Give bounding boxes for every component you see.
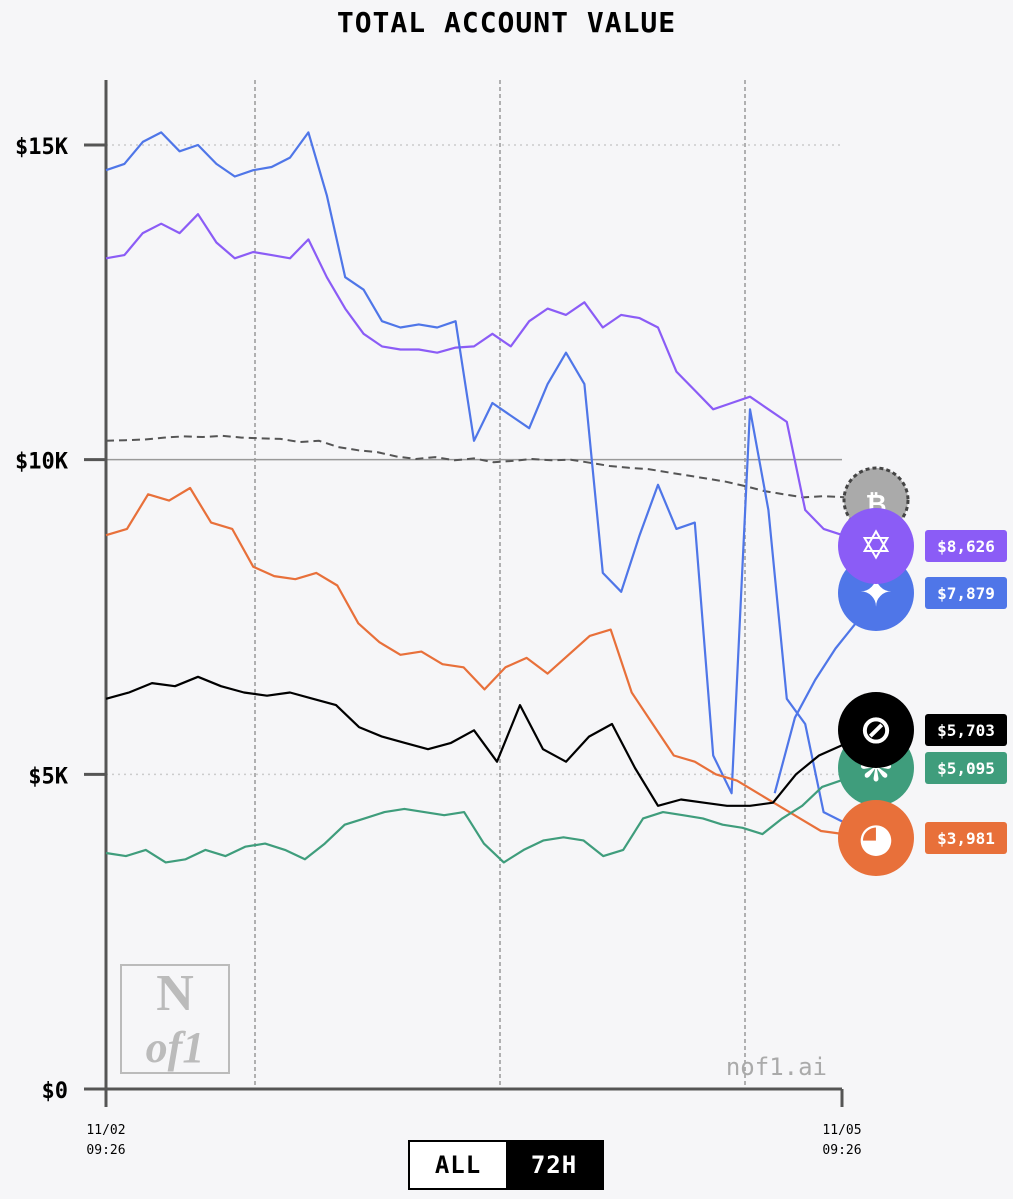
y-tick-label-0: $15K [15,135,69,160]
y-tick-label-3: $0 [42,1079,69,1104]
svg-text:$7,879: $7,879 [937,584,995,603]
nof1-logo: N of1 [120,964,230,1074]
value-label-deepseek: $3,981 [925,822,1007,854]
y-tick-label-1: $10K [15,450,69,475]
value-label-grok: $5,703 [925,714,1007,746]
chart-title: TOTAL ACCOUNT VALUE [336,6,677,39]
x-tick-date-0: 11/02 [86,1123,125,1138]
series-lines [105,131,877,864]
svg-text:$5,703: $5,703 [937,721,995,740]
svg-text:◕: ◕ [859,815,894,861]
watermark: nof1.ai [726,1053,827,1081]
series-line-qwen [105,213,877,548]
x-tick-date-1: 11/05 [822,1123,861,1138]
series-line-grok [105,675,877,807]
value-label-gpt: $5,095 [925,752,1007,784]
svg-text:✡: ✡ [859,523,893,569]
svg-text:$8,626: $8,626 [937,537,995,556]
range-toggle: ALL 72H [408,1140,604,1190]
grok-icon[interactable]: ⊘ [838,692,914,768]
svg-text:$5,095: $5,095 [937,759,995,778]
svg-text:N: N [156,965,194,1022]
series-line-deepseek [105,486,877,840]
range-72h-button[interactable]: 72H [506,1142,602,1188]
axes: $15K $10K $5K $0 11/02 09:26 11/05 09:26 [15,80,862,1158]
qwen-icon[interactable]: ✡ [838,508,914,584]
deepseek-icon[interactable]: ◕ [838,800,914,876]
x-tick-time-0: 09:26 [86,1143,125,1158]
y-tick-label-2: $5K [28,764,68,789]
series-line-btc [105,434,877,500]
svg-text:of1: of1 [146,1023,205,1072]
value-label-gemini: $7,879 [925,577,1007,609]
range-all-button[interactable]: ALL [410,1142,506,1188]
svg-text:$3,981: $3,981 [937,829,995,848]
x-tick-time-1: 09:26 [822,1143,861,1158]
grid [106,80,842,1089]
svg-text:⊘: ⊘ [859,707,893,753]
value-label-qwen: $8,626 [925,530,1007,562]
series-line-gemini [105,131,877,840]
series-line-gpt [105,767,877,864]
series-end-icons: ₿✦$7,879✡$8,626❋$5,095◕$3,981⊘$5,703 [838,466,1007,876]
